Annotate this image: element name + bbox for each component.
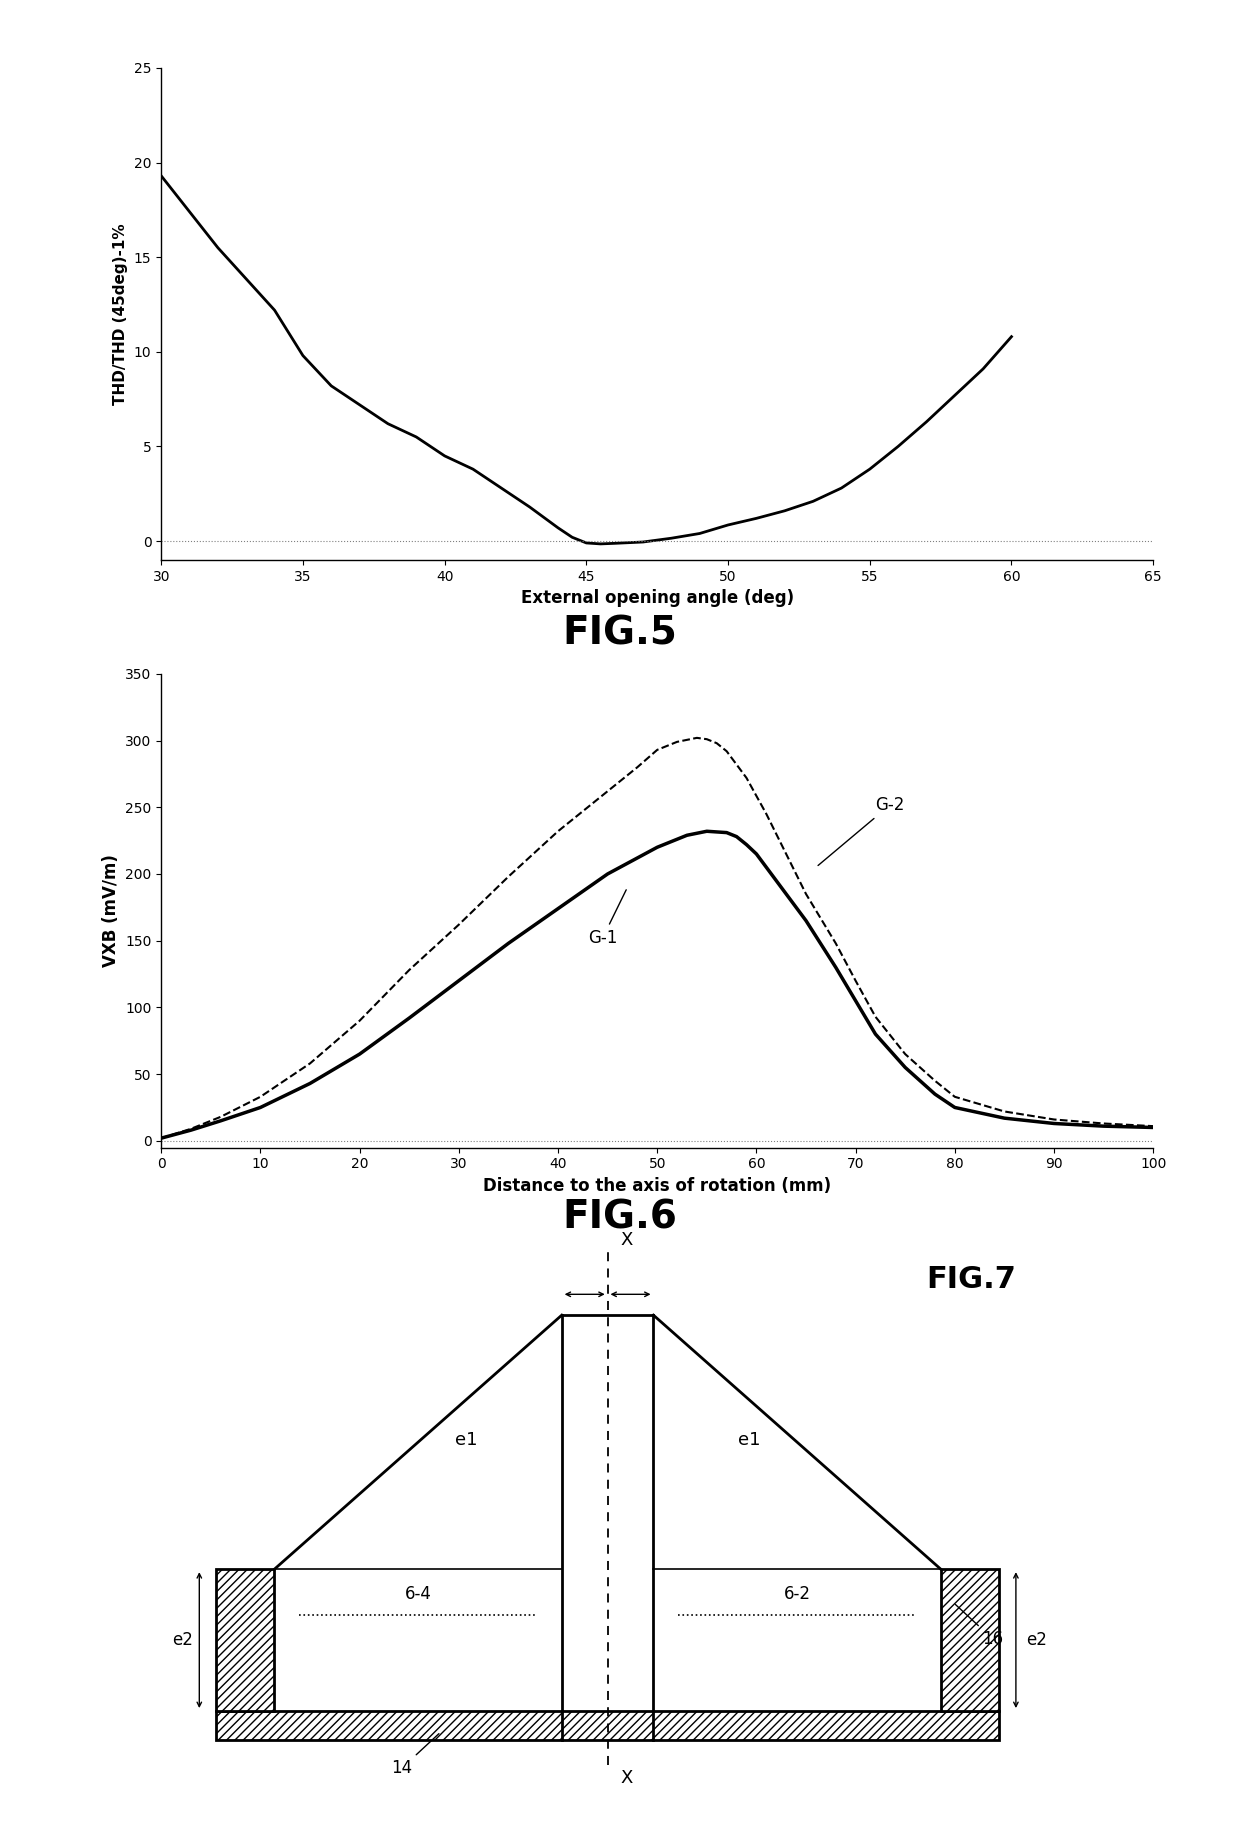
Text: e2: e2 [1027, 1630, 1047, 1649]
Text: G-2: G-2 [818, 797, 905, 865]
Text: 6-2: 6-2 [784, 1584, 811, 1603]
Text: 16: 16 [956, 1605, 1003, 1649]
Text: FIG.6: FIG.6 [563, 1199, 677, 1236]
X-axis label: External opening angle (deg): External opening angle (deg) [521, 589, 794, 608]
Polygon shape [216, 1711, 999, 1741]
Polygon shape [941, 1570, 999, 1711]
Text: e1: e1 [738, 1430, 760, 1449]
Text: 6-4: 6-4 [404, 1584, 432, 1603]
X-axis label: Distance to the axis of rotation (mm): Distance to the axis of rotation (mm) [484, 1177, 831, 1195]
Text: FIG.5: FIG.5 [563, 615, 677, 652]
Text: X: X [620, 1232, 632, 1248]
Text: G-1: G-1 [588, 890, 626, 947]
Text: FIG.7: FIG.7 [926, 1265, 1016, 1294]
Y-axis label: THD/THD (45deg)-1%: THD/THD (45deg)-1% [113, 224, 128, 404]
Text: e2: e2 [172, 1630, 193, 1649]
Y-axis label: VXB (mV/m): VXB (mV/m) [102, 854, 119, 968]
Text: e1: e1 [455, 1430, 477, 1449]
Text: X: X [620, 1768, 632, 1786]
Text: 14: 14 [391, 1733, 439, 1777]
Polygon shape [216, 1570, 274, 1711]
